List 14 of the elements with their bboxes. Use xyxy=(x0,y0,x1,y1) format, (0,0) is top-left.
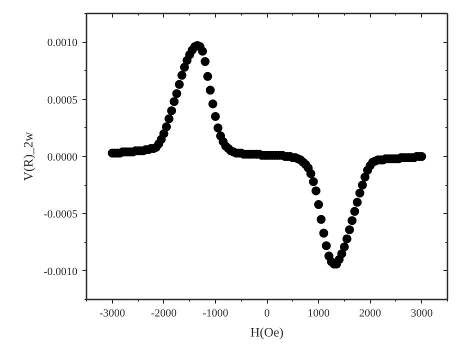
y-tick-label: 0.0000 xyxy=(47,152,78,164)
x-tick-label: 3000 xyxy=(410,308,434,320)
x-tick-label: -3000 xyxy=(99,308,126,320)
x-tick-label: -1000 xyxy=(202,308,229,320)
y-tick-label: 0.0010 xyxy=(47,37,78,50)
x-tick-label: 1000 xyxy=(308,308,330,320)
y-tick-label: -0.0010 xyxy=(44,266,78,278)
y-axis-title: V(R)_2w xyxy=(20,131,36,182)
y-tick-label: 0.0005 xyxy=(47,94,78,106)
x-tick-label: -2000 xyxy=(151,308,178,320)
x-axis-title: H(Oe) xyxy=(250,324,284,340)
x-tick-label: 2000 xyxy=(359,308,382,320)
y-tick-label: -0.0005 xyxy=(44,208,78,221)
x-tick-label: 0 xyxy=(264,308,270,320)
